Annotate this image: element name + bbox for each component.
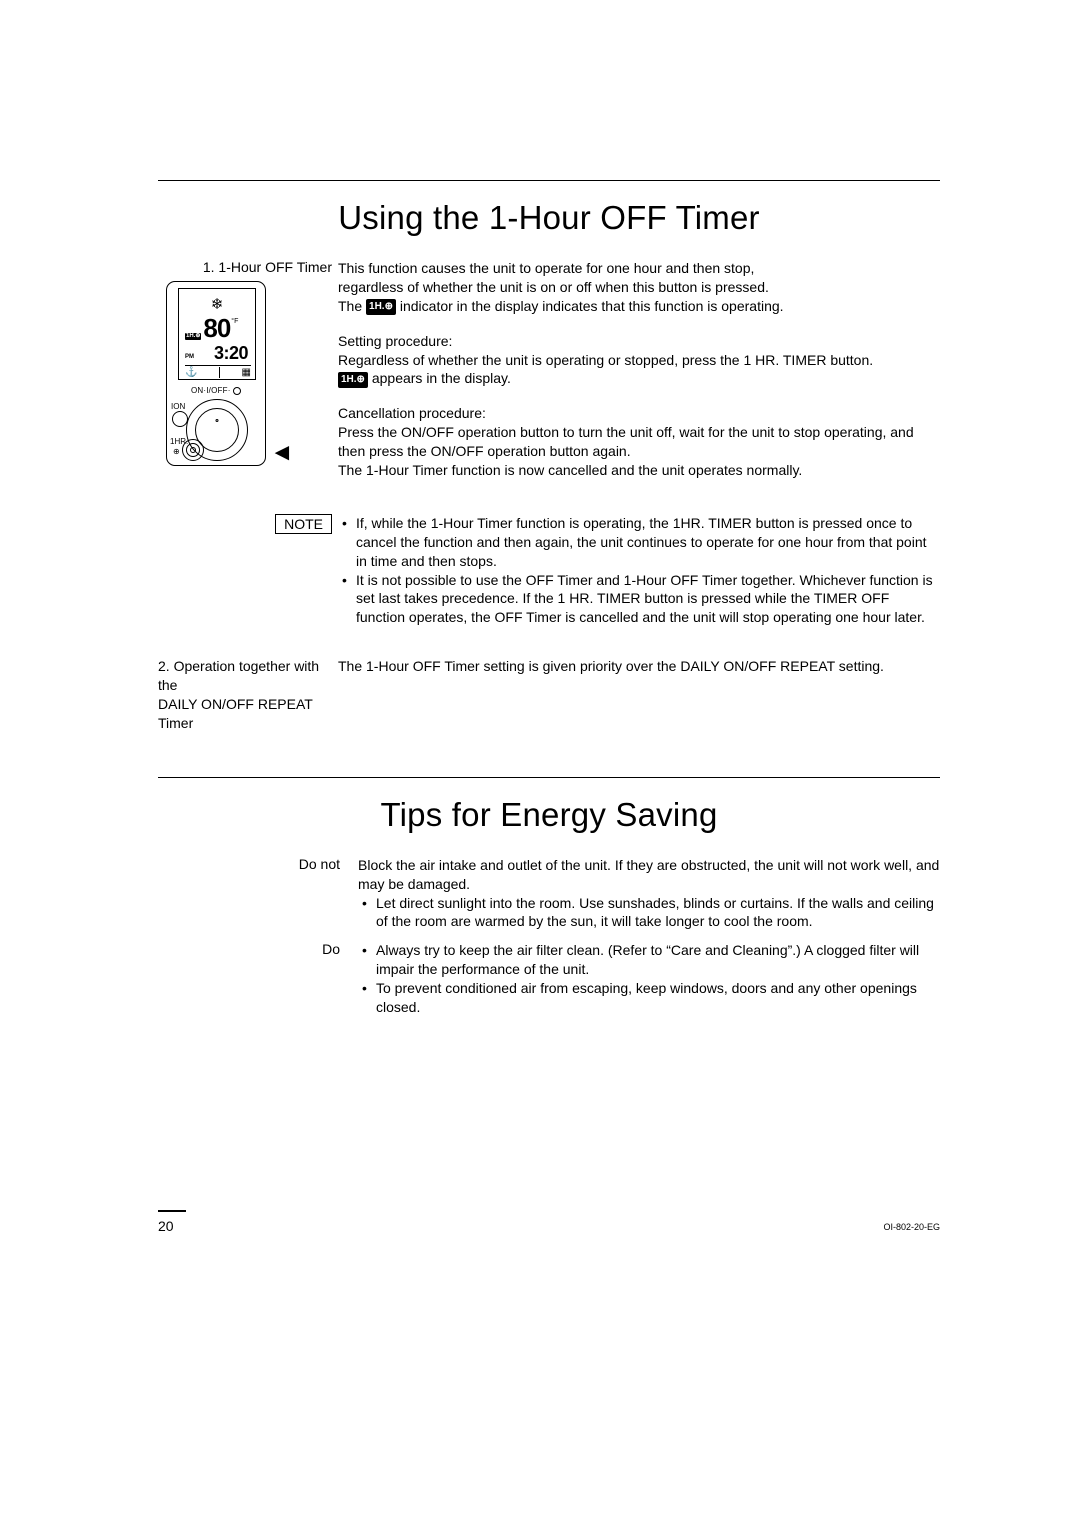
pm-label: PM (185, 354, 194, 360)
section-title: Using the 1-Hour OFF Timer (158, 199, 940, 237)
note-list: If, while the 1-Hour Timer function is o… (338, 514, 940, 627)
grid-icon: ▦ (242, 367, 251, 378)
para-1a: This function causes the unit to operate… (338, 259, 940, 278)
donot-label: Do not (158, 856, 358, 872)
divider (158, 180, 940, 181)
degree-unit: °F (231, 318, 238, 325)
subtitle-1: 1. 1-Hour OFF Timer (158, 259, 338, 275)
indicator-badge: 1H.⊕ (185, 333, 201, 340)
section-1hour-timer: Using the 1-Hour OFF Timer 1. 1-Hour OFF… (158, 180, 940, 733)
setting-p1: Regardless of whether the unit is operat… (338, 351, 940, 370)
document-id: OI-802-20-EG (883, 1222, 940, 1232)
cancel-p1: Press the ON/OFF operation button to tur… (338, 423, 940, 461)
para-1b: regardless of whether the unit is on or … (338, 278, 940, 297)
section-title: Tips for Energy Saving (158, 796, 940, 834)
clock-icon: ⊕ (173, 447, 180, 456)
time-display: 3:20 (198, 344, 248, 362)
remote-illustration: ❄ 1H.⊕ 80 °F PM 3:20 ⚓ (166, 281, 281, 466)
note-label: NOTE (275, 514, 332, 534)
onoff-label: ON·I/OFF· (191, 386, 241, 395)
cancel-heading: Cancellation procedure: (338, 404, 940, 423)
ion-label: ION (171, 402, 185, 411)
subtitle-2-line1: 2. Operation together with the (158, 657, 338, 695)
do-label: Do (158, 941, 358, 957)
donot-bullet-1: Let direct sunlight into the room. Use s… (358, 894, 940, 932)
snowflake-icon: ❄ (211, 295, 224, 313)
indicator-inline: 1H.⊕ (366, 299, 396, 315)
temp-display: 80 (203, 315, 230, 341)
page-number: 20 (158, 1218, 174, 1234)
indicator-inline: 1H.⊕ (338, 372, 368, 388)
1hr-button (182, 439, 204, 461)
do-bullet-2: To prevent conditioned air from escaping… (358, 979, 940, 1017)
para-2: The 1-Hour OFF Timer setting is given pr… (338, 657, 940, 676)
fan-icon: ⚓ (185, 367, 197, 378)
section-energy-tips: Tips for Energy Saving Do not Block the … (158, 777, 940, 1017)
body-text: This function causes the unit to operate… (338, 259, 940, 480)
note-bullet-2: It is not possible to use the OFF Timer … (338, 571, 940, 628)
setting-heading: Setting procedure: (338, 332, 940, 351)
donot-p1: Block the air intake and outlet of the u… (358, 856, 940, 894)
do-bullet-1: Always try to keep the air filter clean.… (358, 941, 940, 979)
subtitle-2-line2: DAILY ON/OFF REPEAT Timer (158, 695, 338, 733)
arrow-icon: ◄ (270, 441, 294, 465)
divider (158, 777, 940, 778)
note-bullet-1: If, while the 1-Hour Timer function is o… (338, 514, 940, 571)
para-1c: The 1H.⊕ indicator in the display indica… (338, 297, 940, 316)
cancel-p2: The 1-Hour Timer function is now cancell… (338, 461, 940, 480)
setting-p2: 1H.⊕ appears in the display. (338, 369, 940, 388)
